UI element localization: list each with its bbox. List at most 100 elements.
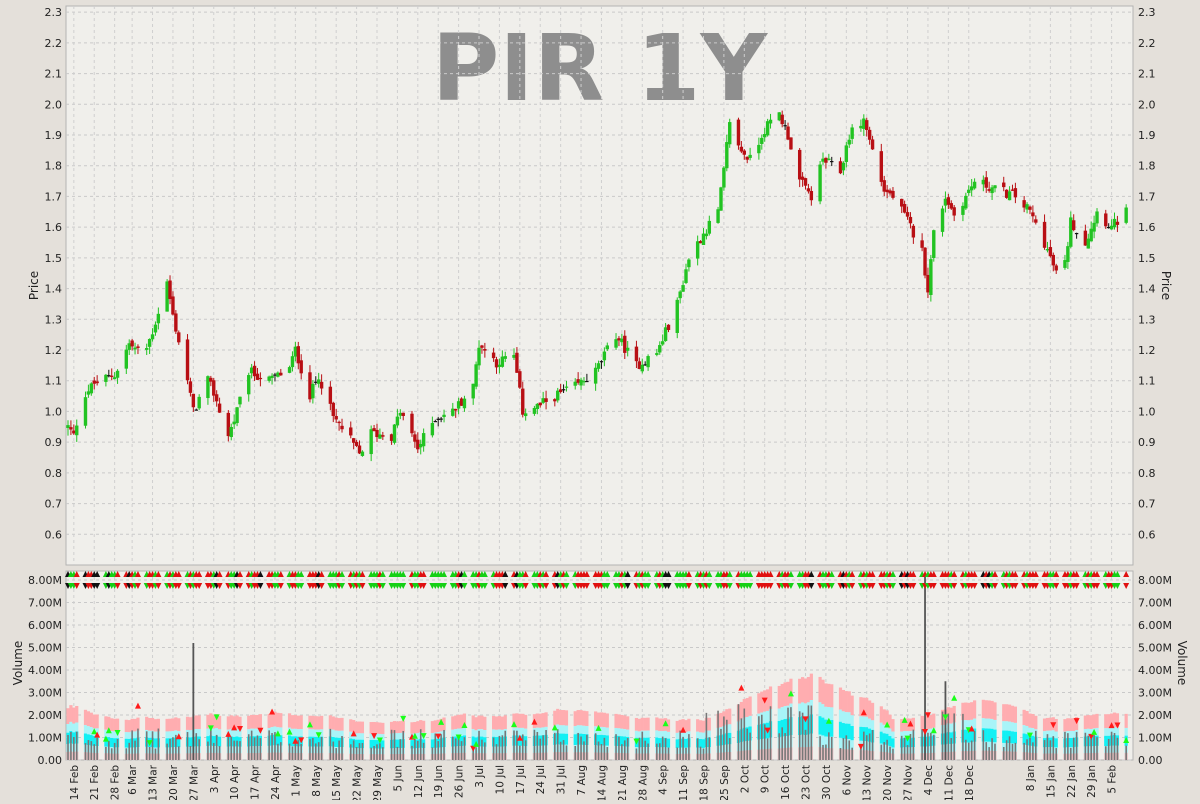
signal-down-marker	[73, 583, 80, 589]
volume-band-segment	[1104, 728, 1108, 736]
x-tick-label: 24 Jul	[535, 765, 547, 794]
volume-bar	[524, 740, 527, 760]
candle-body	[1086, 238, 1090, 249]
signal-up-marker	[400, 571, 407, 577]
volume-bar	[280, 742, 282, 760]
volume-band-segment	[620, 728, 624, 737]
volume-bar	[932, 734, 935, 760]
volume-band-segment	[905, 731, 910, 739]
volume-bar	[110, 748, 113, 760]
volume-band-segment	[217, 729, 222, 737]
volume-bar	[309, 739, 311, 760]
signal-down-marker	[685, 583, 692, 589]
volume-band-segment	[885, 725, 889, 734]
candle-body	[89, 383, 94, 394]
candle-body	[72, 430, 76, 434]
volume-band-segment	[1010, 705, 1015, 723]
volume-band-segment	[1013, 722, 1017, 732]
volume-band-segment	[990, 700, 994, 719]
volume-bar	[641, 731, 644, 760]
candle-body	[413, 434, 417, 442]
candle-body	[389, 434, 394, 441]
volume-band-segment	[72, 723, 76, 733]
volume-band-segment	[970, 702, 974, 720]
price-y-tick-left: 0.6	[45, 528, 63, 541]
price-y-tick-right: 1.4	[1138, 283, 1156, 296]
x-tick-label: 3 Jul	[474, 765, 486, 788]
volume-bar	[361, 743, 364, 760]
volume-band-segment	[818, 676, 822, 703]
volume-bar	[440, 734, 442, 760]
candle-body	[459, 398, 464, 406]
candle-body	[660, 341, 665, 345]
volume-band-segment	[1048, 717, 1052, 731]
volume-bar	[300, 743, 303, 760]
candle-body	[1051, 254, 1055, 266]
candle-body	[1074, 232, 1079, 235]
candle-body	[372, 428, 376, 432]
volume-band-segment	[279, 735, 283, 746]
volume-band-segment	[1010, 722, 1015, 732]
volume-triangle-marker	[857, 743, 864, 750]
signal-down-marker	[849, 583, 856, 589]
volume-band-segment	[314, 729, 318, 737]
volume-band-segment	[171, 731, 175, 739]
volume-bar	[390, 729, 393, 760]
volume-bar	[376, 744, 378, 760]
volume-triangle-marker	[231, 724, 238, 731]
volume-triangle-marker	[257, 727, 264, 734]
volume-band-segment	[859, 697, 863, 717]
volume-band-segment	[354, 733, 359, 740]
volume-peak-bar	[944, 681, 947, 760]
x-tick-label: 24 Apr	[270, 764, 282, 800]
signal-up-marker	[563, 571, 570, 577]
volume-band-segment	[524, 728, 528, 737]
volume-band-segment	[701, 739, 706, 748]
volume-bar	[431, 747, 434, 760]
signal-down-marker	[665, 583, 672, 589]
price-y-label-left: Price	[27, 271, 41, 300]
volume-triangle-marker	[400, 715, 407, 722]
volume-band-segment	[564, 725, 569, 734]
x-tick-label: 28 Feb	[110, 765, 122, 800]
candle-body	[797, 149, 802, 180]
volume-band-segment	[206, 736, 210, 747]
signal-up-marker	[685, 571, 692, 577]
volume-triangle-marker	[531, 718, 538, 725]
volume-band-segment	[544, 712, 548, 727]
volume-band-segment	[188, 737, 193, 747]
volume-band-segment	[69, 705, 73, 722]
volume-band-segment	[920, 715, 924, 730]
volume-bar	[950, 738, 953, 760]
candle-body	[86, 391, 91, 395]
signal-up-marker	[1032, 571, 1039, 577]
volume-band-segment	[824, 719, 828, 737]
volume-band-segment	[215, 728, 219, 736]
signal-up-marker	[216, 571, 223, 577]
volume-bar	[994, 743, 996, 760]
candle-body	[316, 379, 321, 384]
volume-bar	[728, 738, 731, 760]
volume-y-tick-right: 5.00M	[1138, 642, 1172, 655]
signal-down-marker	[216, 583, 223, 589]
volume-band-segment	[130, 718, 134, 732]
volume-band-segment	[360, 733, 365, 740]
candle-body	[757, 144, 761, 154]
volume-triangle-marker	[680, 726, 687, 733]
signal-up-marker	[1094, 571, 1101, 577]
volume-band-segment	[879, 731, 883, 744]
volume-bar	[247, 734, 250, 760]
candle-body	[474, 364, 478, 387]
x-tick-label: 16 Oct	[780, 765, 792, 800]
volume-band-segment	[1022, 725, 1026, 734]
volume-band-segment	[972, 700, 977, 719]
x-tick-label: 26 Jun	[454, 765, 466, 798]
candle-body	[92, 380, 96, 384]
volume-band-segment	[378, 722, 382, 734]
volume-band-segment	[684, 738, 688, 748]
volume-band-segment	[865, 697, 869, 717]
volume-band-segment	[229, 715, 233, 729]
candle-body	[247, 375, 251, 395]
volume-band-segment	[340, 730, 344, 738]
